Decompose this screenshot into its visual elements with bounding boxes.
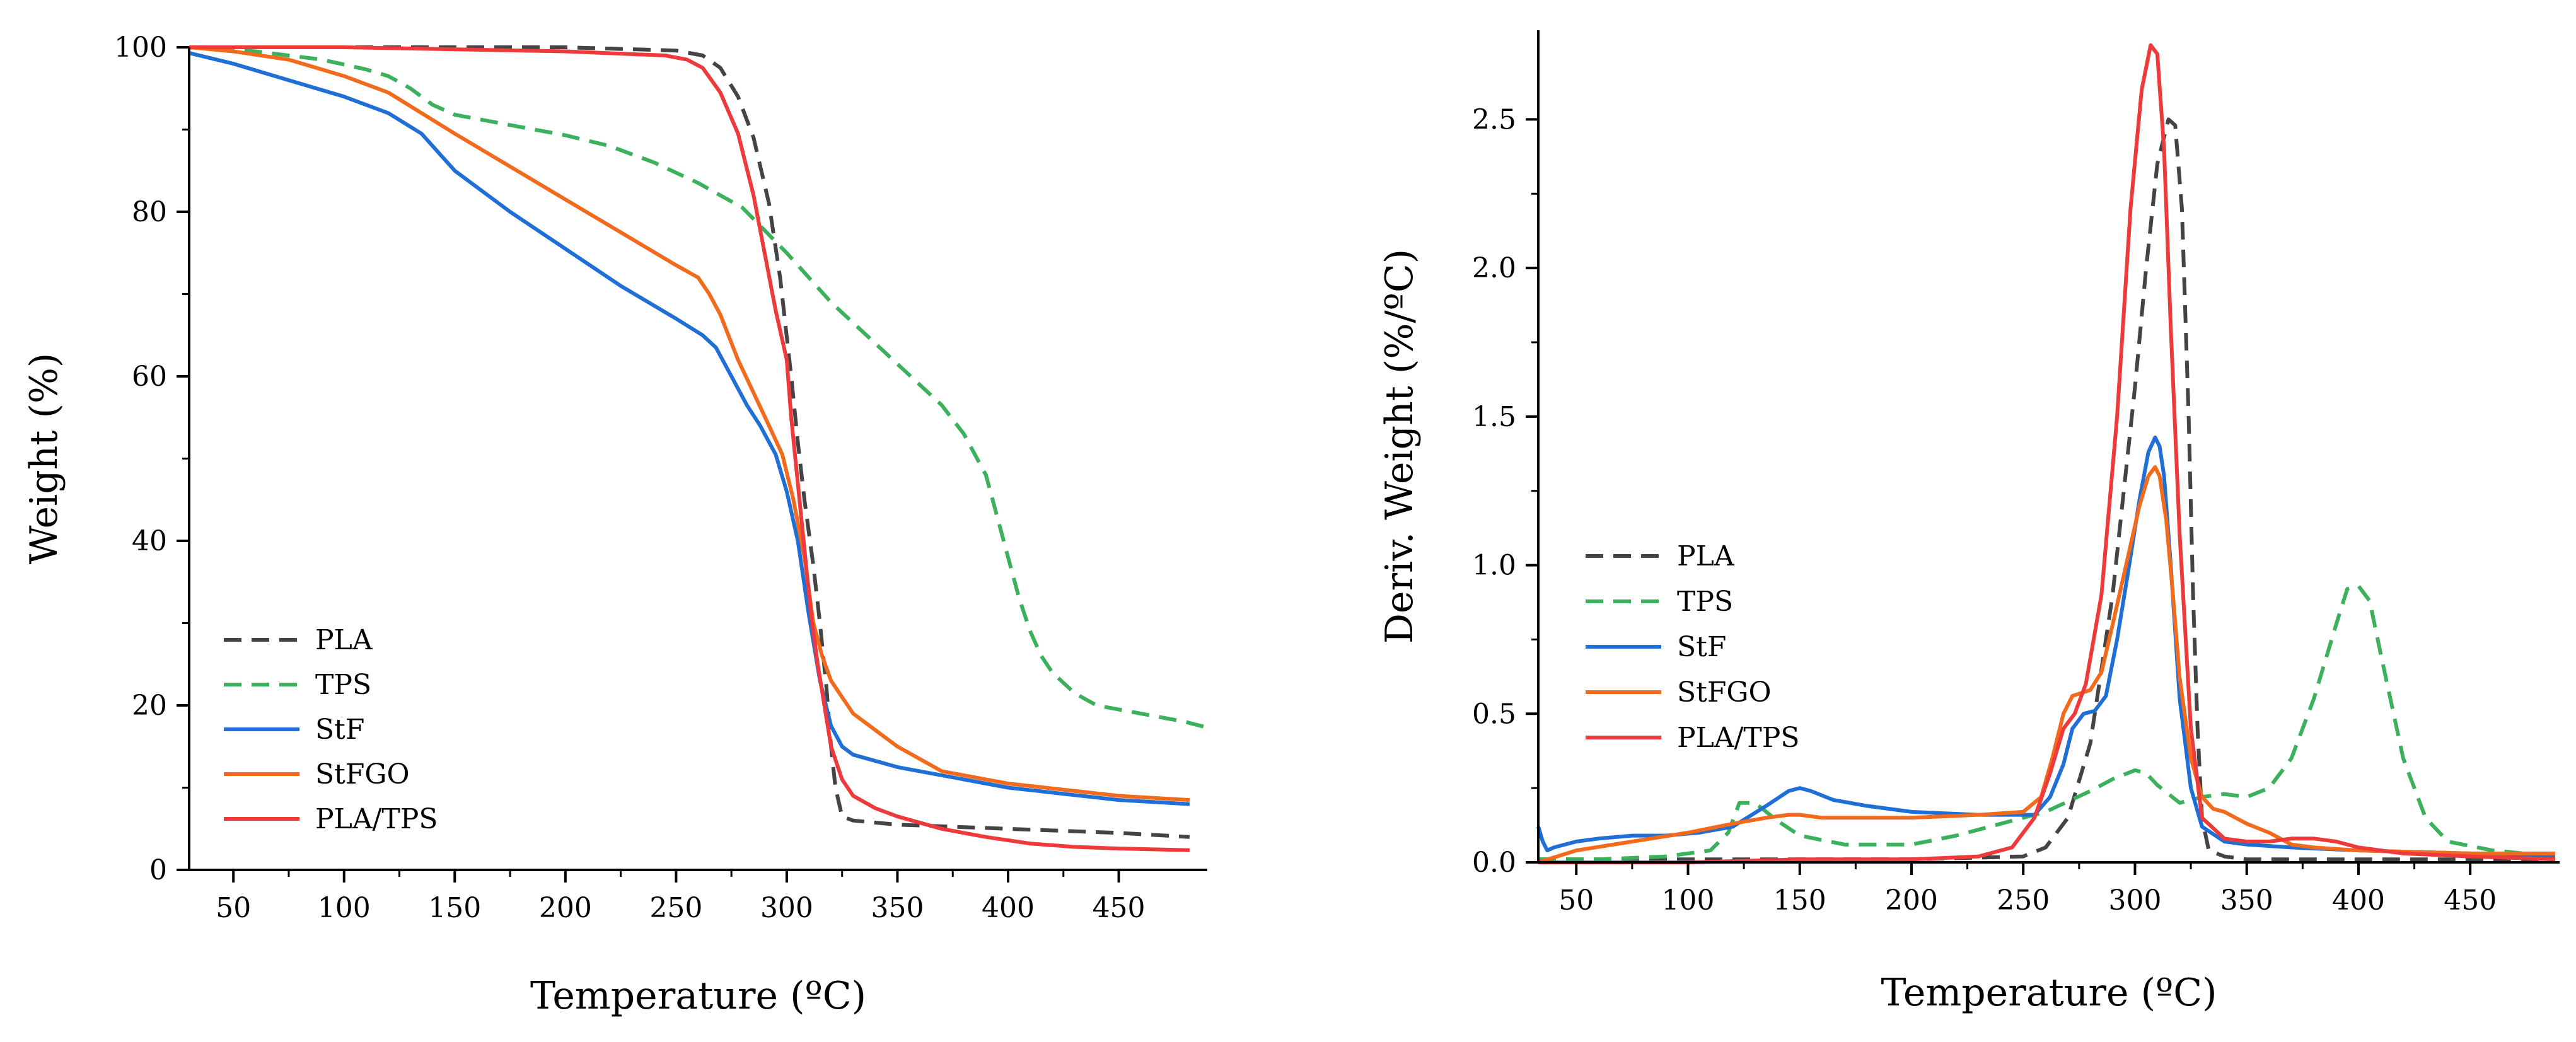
weight-x-tick-label: 50 [216,892,251,924]
deriv-series-line-tps [1538,584,2556,862]
deriv-legend-label: StF [1677,631,1726,663]
deriv-legend-label: StFGO [1677,676,1772,709]
weight-legend-label: StFGO [315,758,410,790]
weight-x-axis-title: Temperature (ºC) [530,974,866,1018]
deriv-y-tick-label: 1.0 [1472,550,1516,582]
weight-y-tick-label: 60 [132,361,167,393]
weight-legend-label: PLA/TPS [315,803,438,835]
weight-series-line-stf [189,51,1190,806]
weight-axes: 50 100 150 200 250 300 350 400 450 0 20 40 60 80 100 [114,32,1207,924]
deriv-x-tick-label: 250 [1997,884,2050,917]
weight-y-tick-label: 40 [132,525,167,557]
weight-y-tick-label: 20 [132,690,167,722]
deriv-x-tick-label: 300 [2108,884,2161,917]
deriv-series-line-pla [1538,117,2555,862]
deriv-y-tick-label: 1.5 [1472,401,1516,433]
weight-x-tick-label: 200 [539,892,592,924]
weight-y-axis-title: Weight (%) [22,353,66,565]
weight-y-tick-label: 0 [149,854,167,886]
deriv-series-line-stfgo [1538,465,2555,864]
deriv-legend-label: PLA [1677,540,1735,572]
deriv-legend-label: TPS [1677,586,1733,618]
weight-x-tick-label: 400 [982,892,1035,924]
weight-x-tick-label: 150 [428,892,481,924]
weight-series-line-pla-tps [189,45,1190,852]
weight-x-tick-label: 250 [649,892,702,924]
weight-series-line-pla [189,45,1190,839]
weight-y-tick-label: 80 [132,196,167,228]
deriv-series-line-pla-tps [1538,43,2556,864]
deriv-x-tick-label: 450 [2444,884,2497,917]
deriv-x-axis-title: Temperature (ºC) [1881,971,2217,1015]
weight-series-line-stfgo [189,45,1190,802]
deriv-y-tick-label: 2.5 [1472,103,1516,136]
deriv-y-tick-label: 0.0 [1472,847,1516,879]
deriv-y-tick-label: 2.0 [1472,252,1516,284]
deriv-x-tick-label: 150 [1773,884,1826,917]
weight-chart: 50 100 150 200 250 300 350 400 450 0 20 40 60 80 100 P… [22,32,1208,1018]
weight-x-tick-label: 350 [871,892,924,924]
deriv-y-tick-label: 0.5 [1472,698,1516,730]
weight-x-tick-label: 450 [1093,892,1146,924]
deriv-x-tick-label: 100 [1662,884,1715,917]
deriv-legend-label: PLA/TPS [1677,722,1800,754]
deriv-legend: PLA TPS StF StFGO PLA/TPS [1586,540,1800,754]
deriv-x-tick-label: 350 [2220,884,2273,917]
deriv-x-tick-label: 400 [2332,884,2385,917]
deriv-x-tick-label: 200 [1885,884,1938,917]
weight-legend: PLA TPS StF StFGO PLA/TPS [224,624,438,835]
deriv-axes: 50 100 150 200 250 300 350 400 450 0.0 0.5 1.0 1.5 2.… [1472,30,2560,917]
weight-legend-label: PLA [315,624,373,656]
deriv-x-tick-label: 50 [1558,884,1594,917]
weight-x-tick-label: 300 [760,892,813,924]
deriv-weight-chart: 50 100 150 200 250 300 350 400 450 0.0 0.5 1.0 1.5 2.… [1378,30,2560,1015]
weight-series-group [189,45,1208,852]
weight-series-line-tps [189,45,1208,730]
weight-x-tick-label: 100 [318,892,371,924]
weight-y-tick-label: 100 [114,32,167,64]
deriv-y-axis-title: Deriv. Weight (%/ºC) [1378,249,1422,644]
weight-legend-label: TPS [315,669,371,701]
weight-legend-label: StF [315,714,364,746]
deriv-series-group [1536,43,2556,864]
